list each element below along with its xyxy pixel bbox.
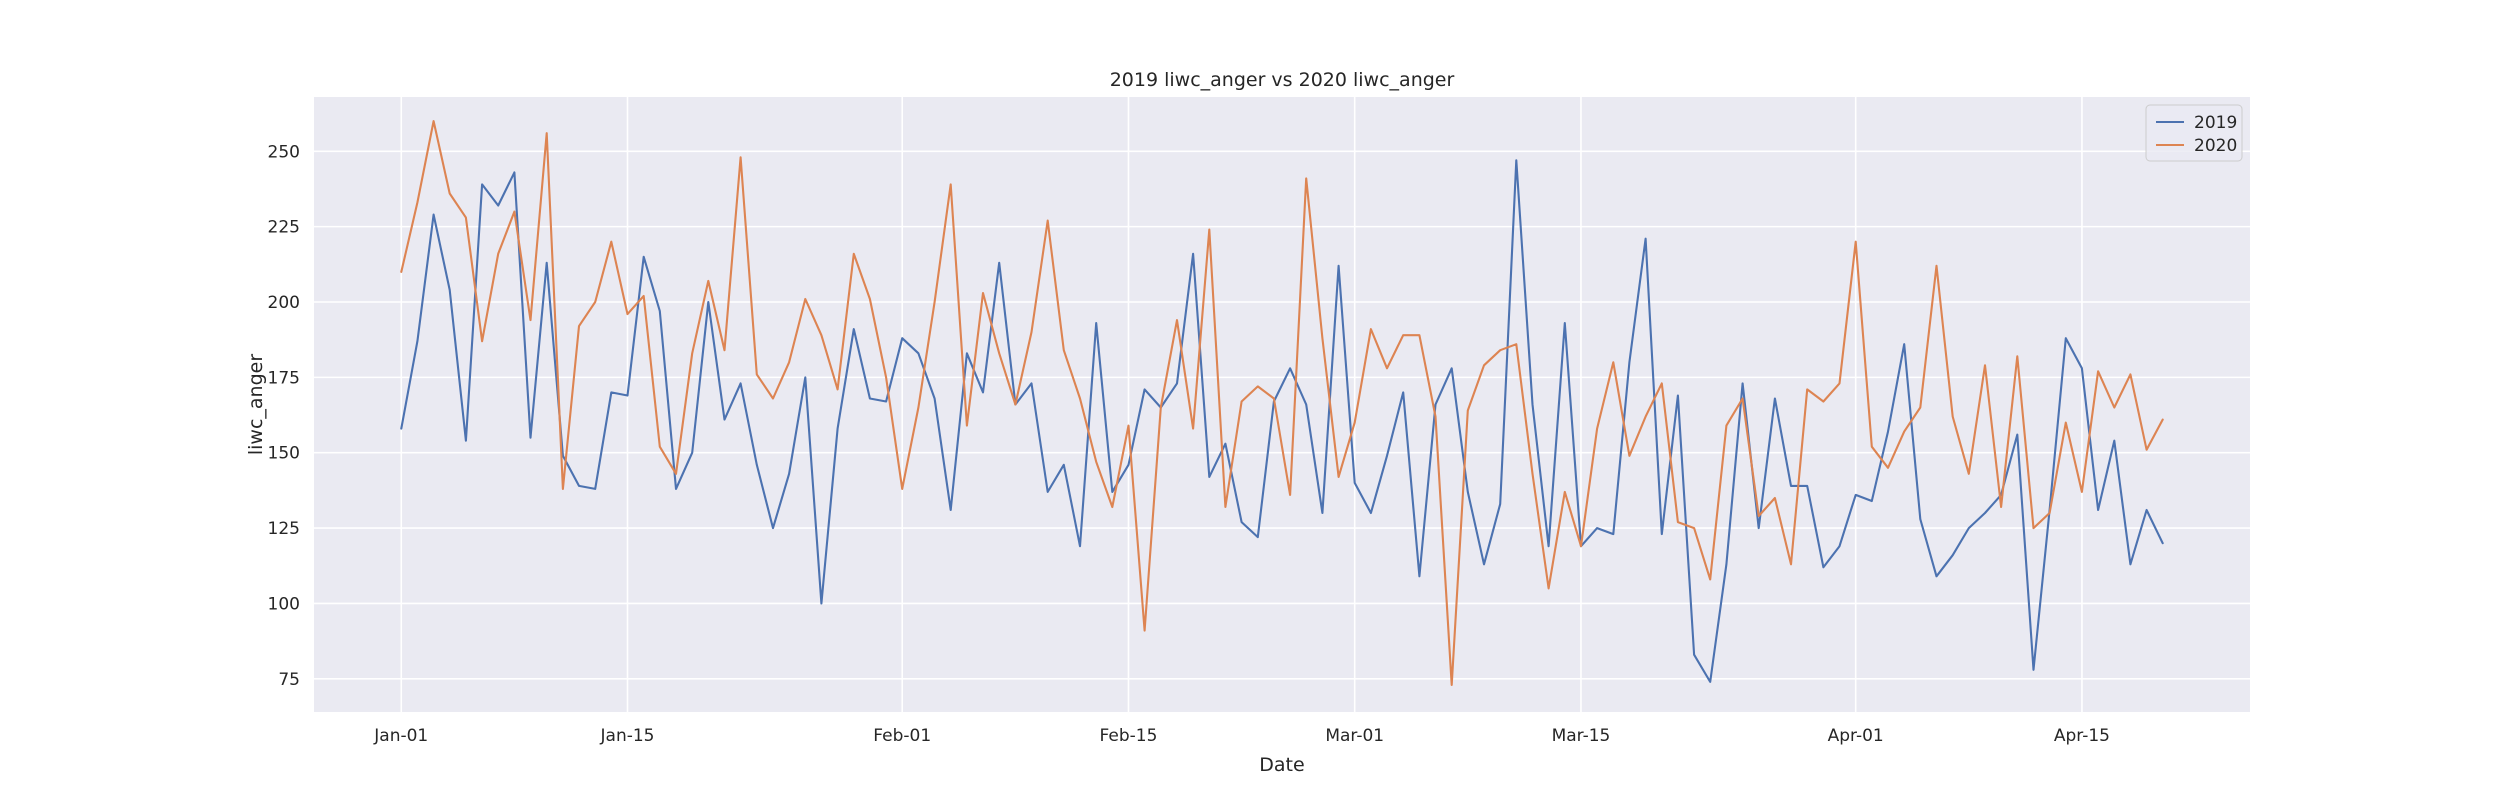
- y-tick-label: 75: [278, 670, 300, 690]
- legend: 2019 2020: [2145, 104, 2243, 162]
- grid: [314, 97, 2250, 712]
- y-tick-label: 125: [268, 519, 300, 539]
- x-tick-label: Jan-01: [373, 726, 428, 746]
- x-tick-label: Apr-15: [2054, 726, 2110, 746]
- plot-area: [314, 97, 2250, 712]
- x-tick-label: Mar-01: [1325, 726, 1384, 746]
- y-axis-ticks: 75 100 125 150 175 200 225 250: [268, 142, 300, 690]
- legend-label-2020: 2020: [2194, 136, 2237, 156]
- series-line-2019: [400, 159, 2164, 683]
- legend-label-2019: 2019: [2194, 113, 2237, 133]
- y-tick-label: 100: [268, 594, 300, 614]
- y-tick-label: 225: [268, 218, 300, 238]
- y-tick-label: 150: [268, 444, 300, 464]
- x-axis-label: Date: [1259, 754, 1304, 776]
- y-axis-label: liwc_anger: [245, 354, 267, 455]
- x-tick-label: Feb-15: [1100, 726, 1158, 746]
- x-tick-label: Jan-15: [600, 726, 655, 746]
- chart-title: 2019 liwc_anger vs 2020 liwc_anger: [1110, 69, 1455, 91]
- y-tick-label: 200: [268, 293, 300, 313]
- x-tick-label: Apr-01: [1828, 726, 1884, 746]
- x-tick-label: Mar-15: [1552, 726, 1611, 746]
- y-tick-label: 250: [268, 142, 300, 162]
- legend-box: [2145, 104, 2243, 162]
- series-lines: [400, 120, 2164, 686]
- x-tick-label: Feb-01: [873, 726, 931, 746]
- x-axis-ticks: Jan-01 Jan-15 Feb-01 Feb-15 Mar-01 Mar-15 Apr-…: [373, 726, 2110, 746]
- series-line-2020: [400, 120, 2164, 686]
- y-tick-label: 175: [268, 368, 300, 388]
